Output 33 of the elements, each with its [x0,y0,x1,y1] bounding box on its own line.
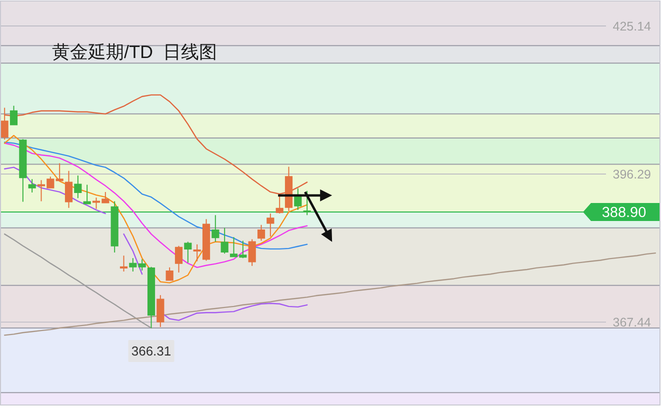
candlestick [166,266,174,282]
candlestick [276,194,284,214]
candlestick [74,175,82,199]
candlestick [56,162,64,182]
line-series [4,142,308,268]
candlestick [147,266,156,328]
candlestick [156,294,164,328]
candlestick [19,138,27,202]
candlestick [220,227,228,254]
line-series [4,134,308,284]
candlestick [174,245,183,274]
y-tick-label: 367.44 [612,316,652,330]
y-tick-label: 425.14 [612,19,652,34]
candlestick [110,200,118,254]
candlestick [129,258,137,272]
candlestick [138,258,146,272]
candlestick [266,213,274,238]
line-series [4,142,308,250]
text: 黄金延期/TD 日线图 [52,42,217,62]
candlestick [212,214,220,242]
y-tick-label: 396.29 [612,167,652,182]
ref-line-label: 388.90 [602,205,646,222]
candlestick [303,190,311,216]
candlestick [28,178,36,193]
candlestick [257,224,266,242]
candlestick [248,238,256,266]
line-series [4,252,656,336]
candlestick [120,255,128,272]
candlestick [64,170,73,208]
annotation: 366.31 [131,344,172,359]
candlestick [83,184,91,205]
candlestick [10,105,18,126]
candlestick [184,241,192,264]
